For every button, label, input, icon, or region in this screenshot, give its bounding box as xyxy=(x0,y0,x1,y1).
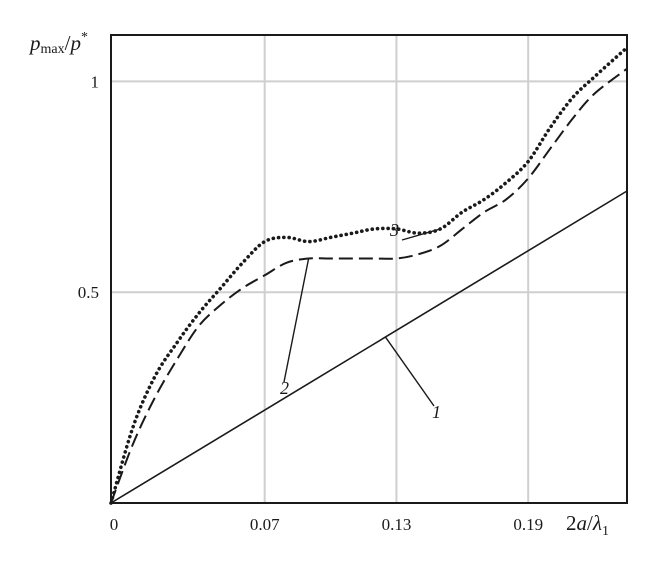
leader-line-2 xyxy=(283,258,310,383)
y-tick-label: 1 xyxy=(91,72,100,91)
series-group xyxy=(109,45,629,505)
x-tick-label: 0.07 xyxy=(250,515,280,534)
series-line-2 xyxy=(110,67,628,504)
tick-labels: 0 0.07 0.13 0.19 0.5 1 xyxy=(78,72,543,534)
x-tick-label: 0.19 xyxy=(513,515,543,534)
leader-line-3 xyxy=(401,228,441,241)
x-tick-label: 0.13 xyxy=(382,515,412,534)
series-line-3 xyxy=(109,45,629,505)
y-axis-title: pmax/p* xyxy=(28,30,88,57)
series-line-1 xyxy=(110,190,628,504)
x-axis-title: 2a/λ1 xyxy=(566,511,609,539)
plot-frame xyxy=(110,34,628,504)
curve-label-1: 1 xyxy=(432,402,441,422)
grid xyxy=(111,35,627,503)
leader-line-1 xyxy=(384,336,435,407)
curve-label-leaders: 1 2 3 xyxy=(280,220,441,422)
curve-label-3: 3 xyxy=(389,220,399,240)
curve-label-2: 2 xyxy=(280,378,289,398)
x-tick-label: 0 xyxy=(110,515,119,534)
y-tick-label: 0.5 xyxy=(78,283,99,302)
